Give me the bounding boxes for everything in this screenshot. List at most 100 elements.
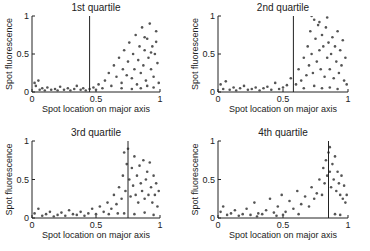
point	[133, 155, 136, 158]
point	[155, 30, 158, 33]
y-tick	[218, 218, 221, 219]
x-tick-label: 0	[29, 94, 34, 104]
point	[33, 82, 36, 85]
point	[148, 161, 151, 164]
point	[318, 49, 321, 52]
point	[152, 214, 155, 217]
point	[318, 21, 321, 24]
point	[254, 86, 257, 89]
point	[108, 213, 111, 216]
point	[44, 89, 47, 92]
point	[316, 192, 319, 195]
point	[150, 51, 153, 54]
point	[249, 214, 252, 217]
point	[331, 36, 334, 39]
point	[304, 195, 307, 198]
plot-area	[33, 141, 160, 218]
point	[63, 88, 66, 91]
point	[309, 30, 312, 33]
x-tick	[160, 215, 161, 218]
point	[282, 214, 285, 217]
point	[303, 57, 306, 60]
point	[152, 76, 155, 79]
point	[273, 211, 276, 214]
point	[99, 205, 102, 208]
plot-area	[219, 16, 348, 92]
point	[129, 195, 132, 198]
x-tick	[348, 215, 349, 218]
point	[133, 68, 136, 71]
point	[147, 194, 150, 197]
point	[133, 213, 136, 216]
point	[239, 87, 242, 90]
point	[342, 197, 345, 200]
point	[83, 214, 86, 217]
point	[41, 214, 44, 217]
point	[265, 209, 268, 212]
point	[136, 83, 139, 86]
point	[41, 87, 44, 90]
y-tick	[32, 179, 35, 180]
point	[72, 213, 75, 216]
point	[326, 16, 329, 19]
point	[146, 38, 149, 41]
point	[143, 49, 146, 52]
point	[331, 163, 334, 166]
y-tick-label: 0	[210, 87, 215, 97]
point	[124, 190, 127, 193]
point	[82, 87, 85, 90]
point	[145, 79, 148, 82]
point	[345, 83, 348, 86]
point	[156, 205, 159, 208]
point	[274, 82, 277, 85]
point	[321, 87, 324, 90]
plot-area	[219, 141, 348, 218]
point	[258, 89, 261, 92]
point	[91, 207, 94, 210]
title: 3rd quartile	[71, 127, 121, 138]
point	[142, 64, 145, 67]
point	[334, 45, 337, 48]
point	[115, 76, 118, 79]
point	[310, 16, 313, 17]
point	[308, 64, 311, 67]
point	[155, 41, 158, 44]
point	[336, 88, 339, 91]
y-tick	[32, 141, 35, 142]
point	[125, 74, 128, 77]
point	[343, 184, 346, 187]
point	[56, 214, 59, 217]
point	[247, 88, 250, 91]
point	[319, 68, 322, 71]
point	[222, 205, 225, 208]
point	[256, 215, 259, 218]
y-tick-label: 0.5	[202, 49, 215, 59]
x-axis-label: Spot location on major axis	[229, 230, 338, 240]
y-tick-label: 1	[24, 136, 29, 146]
point	[300, 203, 303, 206]
point	[137, 201, 140, 204]
point	[308, 205, 311, 208]
point	[225, 80, 228, 83]
point	[110, 85, 113, 88]
panel: 4th quartile00.5100.51Spot location on m…	[190, 127, 351, 240]
point	[238, 214, 241, 217]
point	[142, 159, 145, 162]
point	[143, 36, 146, 39]
x-axis-label: Spot location on major axis	[229, 104, 338, 114]
x-tick-label: 0.5	[90, 220, 103, 230]
point	[343, 79, 346, 82]
y-tick-label: 1	[210, 136, 215, 146]
point	[87, 212, 90, 215]
y-tick-label: 0	[210, 213, 215, 223]
point	[257, 212, 260, 215]
y-tick	[218, 141, 221, 142]
point	[157, 190, 160, 193]
point	[325, 26, 328, 29]
point	[317, 24, 320, 27]
y-tick-label: 0.5	[16, 49, 29, 59]
point	[143, 211, 146, 214]
x-axis-label: Spot location on major axis	[42, 104, 151, 114]
point	[137, 59, 140, 62]
panel: 1st quartile00.5100.51Spot location on m…	[4, 2, 163, 114]
